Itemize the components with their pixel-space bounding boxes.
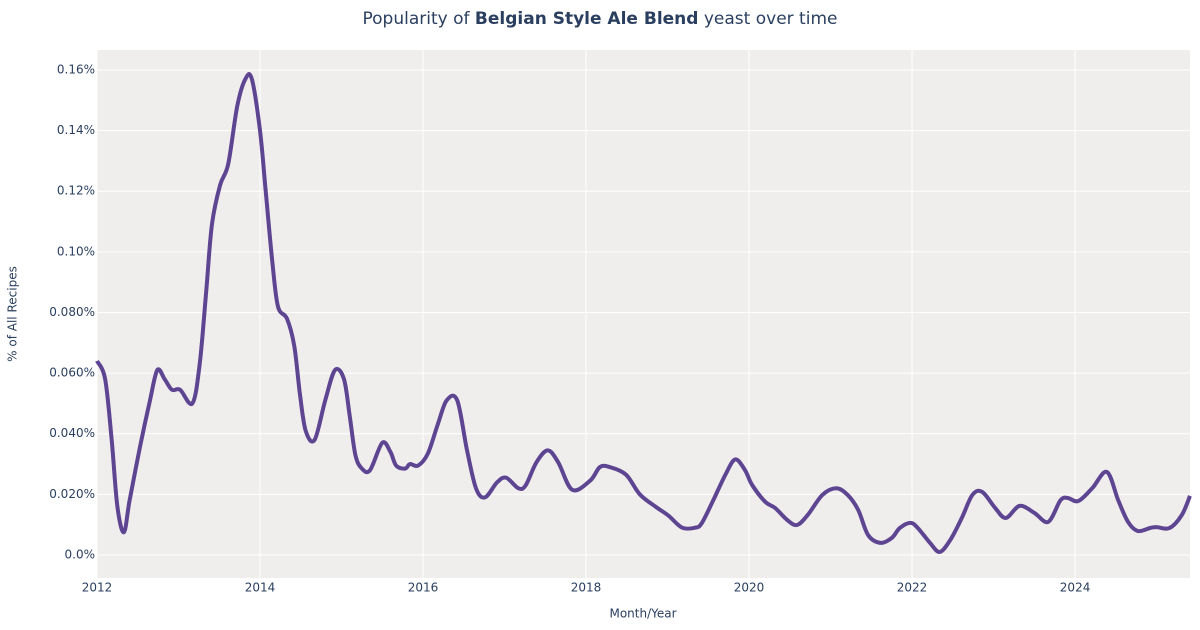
x-tick-label: 2022 (897, 581, 928, 595)
marks (95, 72, 1192, 554)
y-tick-label: 0.14% (57, 123, 95, 137)
grid (96, 50, 1190, 578)
x-axis-label: Month/Year (609, 607, 676, 621)
x-tick-label: 2014 (245, 581, 276, 595)
title-part: Popularity of (363, 9, 475, 29)
x-tick-label: 2024 (1060, 581, 1091, 595)
y-tick-label: 0.16% (57, 63, 95, 77)
y-tick-label: 0.10% (57, 244, 95, 258)
plot-area (97, 50, 1190, 578)
y-tick-label: 0.060% (49, 366, 95, 380)
title-part: Belgian Style Ale Blend (475, 9, 699, 29)
y-tick-label: 0.020% (49, 487, 95, 501)
y-tick-label: 0.080% (49, 305, 95, 319)
y-axis-label: % of All Recipes (6, 266, 20, 362)
line (95, 72, 1192, 554)
y-tick-label: 0.040% (49, 426, 95, 440)
x-tick-label: 2018 (571, 581, 602, 595)
x-tick-label: 2020 (734, 581, 765, 595)
y-tick-label: 0.12% (57, 184, 95, 198)
chart-title: Popularity of Belgian Style Ale Blend ye… (363, 9, 838, 29)
title-part: yeast over time (698, 9, 837, 29)
x-tick-label: 2016 (408, 581, 439, 595)
x-tick-label: 2012 (82, 581, 113, 595)
y-tick-label: 0.0% (65, 547, 96, 561)
